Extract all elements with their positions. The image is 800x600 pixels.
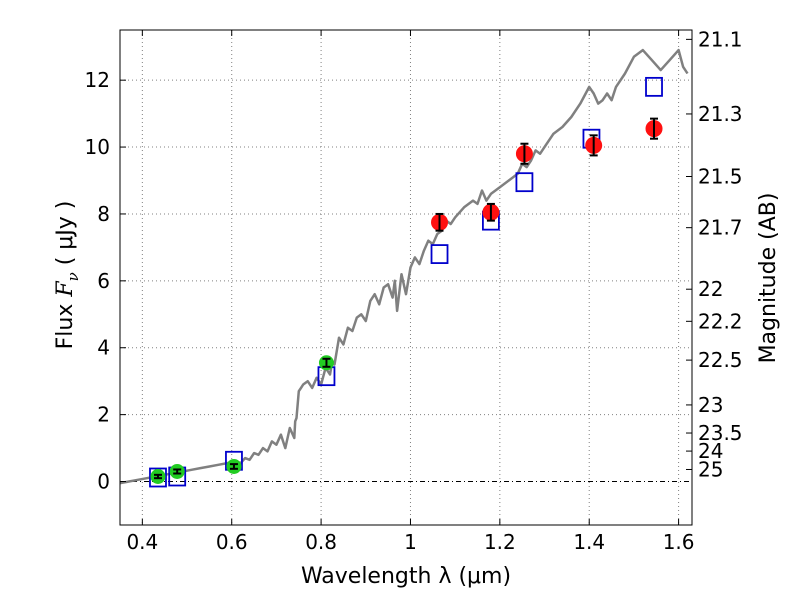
model-photometry-point xyxy=(515,172,534,193)
y-tick-label: 6 xyxy=(97,269,110,293)
y-tick-label: 8 xyxy=(97,202,110,226)
x-tick-label: 1.2 xyxy=(484,530,516,554)
model-photometry-point xyxy=(149,467,167,488)
x-tick-label: 1.4 xyxy=(573,530,605,554)
y-tick-label: 4 xyxy=(97,336,110,360)
plot-frame xyxy=(119,29,693,526)
model-spectrum-series xyxy=(119,48,689,485)
right-axis-tick-label: 23.5 xyxy=(698,421,743,445)
y-axis-label-subscript: ν xyxy=(64,272,82,281)
axis-ticks: 0.4 0.6 0.8 1 1.2 1.4 1.602468101221.121.321.5… xyxy=(85,27,743,554)
right-axis-tick-label: 25 xyxy=(698,457,723,481)
right-axis-tick-label: 24 xyxy=(698,439,723,463)
right-axis-tick-label: 21.5 xyxy=(698,164,743,188)
model-photometry-point xyxy=(645,76,663,97)
right-axis-tick-label: 22.5 xyxy=(698,348,743,372)
y-axis-label-suffix: ( μJy ) xyxy=(53,201,78,273)
x-tick-label: 1 xyxy=(404,530,417,554)
y-axis-label-symbol: F xyxy=(53,281,78,298)
right-axis-tick-label: 21.7 xyxy=(698,216,743,240)
x-tick-label: 0.6 xyxy=(216,530,248,554)
right-axis-tick-label: 21.1 xyxy=(698,27,743,51)
y-tick-label: 12 xyxy=(85,68,110,92)
y-axis-label-prefix: Flux xyxy=(53,297,78,350)
model-spectrum-line xyxy=(119,48,689,485)
x-tick-label: 0.8 xyxy=(305,530,337,554)
x-tick-label: 0.4 xyxy=(126,530,158,554)
right-axis-label: Magnitude (AB) xyxy=(756,193,781,364)
right-axis-tick-label: 21.3 xyxy=(698,102,743,126)
x-tick-label: 1.6 xyxy=(663,530,695,554)
right-axis-tick-label: 22.2 xyxy=(698,309,743,333)
right-axis-tick-label: 23 xyxy=(698,393,723,417)
y-tick-label: 2 xyxy=(97,403,110,427)
y-tick-label: 0 xyxy=(97,470,110,494)
y-axis-label: Flux Fν ( μJy ) xyxy=(53,201,82,350)
data-points xyxy=(149,76,663,488)
right-axis-tick-label: 22 xyxy=(698,277,723,301)
y-tick-label: 10 xyxy=(85,135,110,159)
x-axis-label: Wavelength λ (μm) xyxy=(301,564,511,589)
grid-lines xyxy=(120,30,692,525)
model-photometry-point xyxy=(430,244,449,264)
